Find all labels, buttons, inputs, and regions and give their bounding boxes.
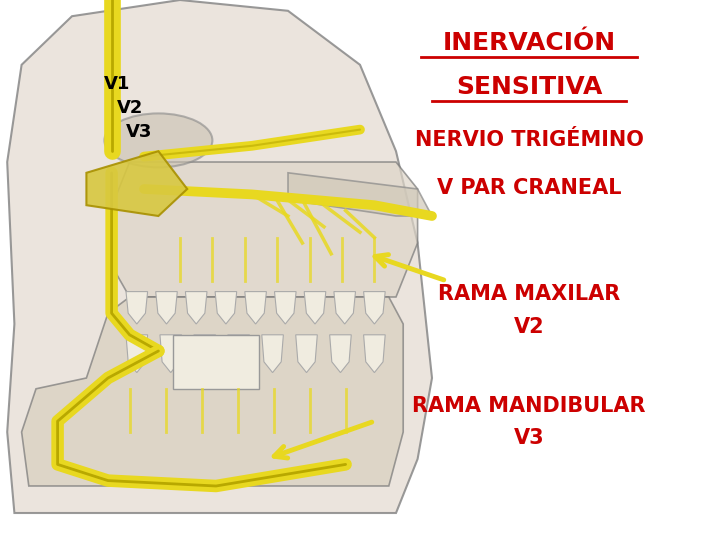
- Text: V3: V3: [514, 428, 544, 449]
- Polygon shape: [228, 335, 249, 373]
- Text: V2: V2: [117, 99, 143, 117]
- Polygon shape: [126, 292, 148, 324]
- Polygon shape: [194, 335, 215, 373]
- Polygon shape: [215, 292, 237, 324]
- Polygon shape: [330, 335, 351, 373]
- Polygon shape: [22, 297, 403, 486]
- Text: INERVACIÓN: INERVACIÓN: [443, 31, 616, 55]
- Polygon shape: [364, 292, 385, 324]
- Polygon shape: [364, 335, 385, 373]
- Polygon shape: [186, 292, 207, 324]
- Polygon shape: [156, 292, 177, 324]
- Polygon shape: [334, 292, 356, 324]
- Polygon shape: [245, 292, 266, 324]
- Polygon shape: [304, 292, 325, 324]
- Text: V PAR CRANEAL: V PAR CRANEAL: [437, 178, 621, 198]
- Polygon shape: [7, 0, 432, 513]
- Text: RAMA MANDIBULAR: RAMA MANDIBULAR: [413, 396, 646, 416]
- Polygon shape: [288, 173, 432, 216]
- Polygon shape: [126, 335, 148, 373]
- Polygon shape: [274, 292, 296, 324]
- Text: V2: V2: [514, 316, 544, 337]
- Text: V3: V3: [126, 123, 153, 141]
- Polygon shape: [296, 335, 318, 373]
- Text: V1: V1: [104, 75, 131, 93]
- Ellipse shape: [104, 113, 212, 167]
- Polygon shape: [262, 335, 284, 373]
- Polygon shape: [86, 151, 187, 216]
- Text: RAMA MAXILAR: RAMA MAXILAR: [438, 284, 621, 305]
- Text: NERVIO TRIGÉMINO: NERVIO TRIGÉMINO: [415, 130, 644, 151]
- Polygon shape: [160, 335, 181, 373]
- Text: SENSITIVA: SENSITIVA: [456, 76, 603, 99]
- Polygon shape: [108, 162, 418, 297]
- Polygon shape: [173, 335, 259, 389]
